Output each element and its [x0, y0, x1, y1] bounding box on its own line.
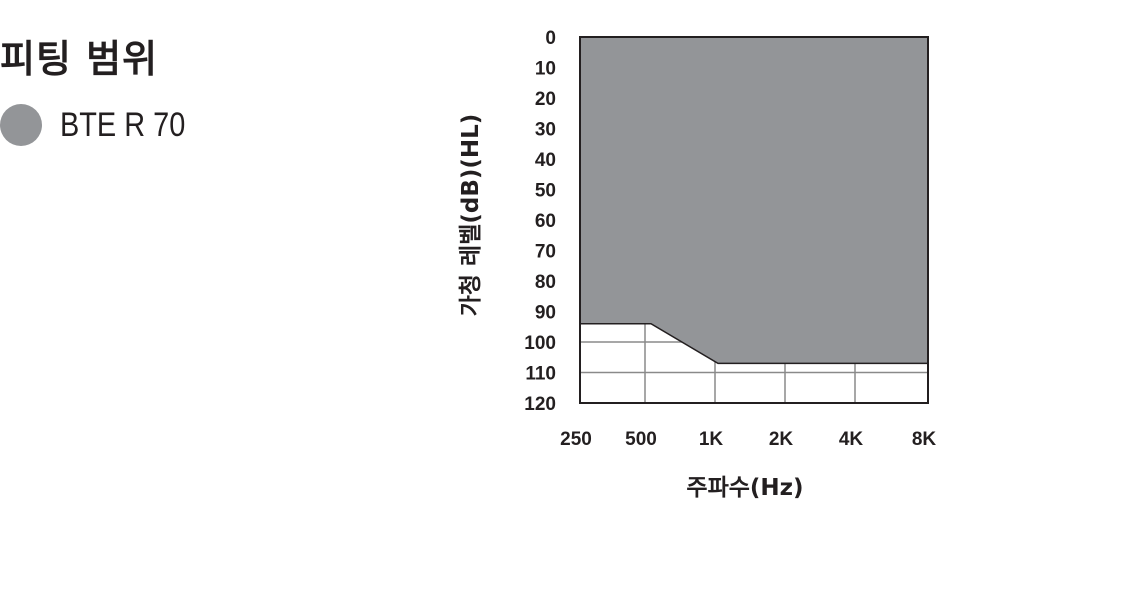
fitting-range-area [579, 36, 929, 365]
y-tick-label: 70 [535, 242, 556, 263]
x-tick-label: 4K [839, 429, 864, 450]
y-tick-label: 40 [535, 150, 556, 171]
x-tick-label: 250 [560, 429, 592, 450]
y-tick-label: 60 [535, 211, 556, 232]
y-tick-label: 30 [535, 120, 556, 141]
legend-item: BTE R 70 [0, 104, 207, 146]
y-tick-label: 0 [545, 28, 556, 49]
x-tick-label: 1K [699, 429, 724, 450]
y-tick-label: 10 [535, 59, 556, 80]
legend-swatch [0, 104, 42, 146]
plot-frame [579, 36, 929, 404]
y-tick-label: 50 [535, 181, 556, 202]
y-tick-label: 90 [535, 303, 556, 324]
y-tick-label: 100 [524, 333, 556, 354]
y-tick-label: 120 [524, 394, 556, 415]
x-tick-label: 2K [769, 429, 794, 450]
y-tick-label: 20 [535, 89, 556, 110]
x-tick-label: 500 [625, 429, 657, 450]
y-axis-label: 가청 레벨(dB)(HL) [458, 114, 484, 317]
y-tick-label: 80 [535, 272, 556, 293]
x-axis-label: 주파수(Hz) [686, 475, 803, 501]
legend-label: BTE R 70 [60, 105, 186, 144]
y-tick-label: 110 [525, 364, 556, 385]
x-tick-label: 8K [912, 429, 937, 450]
legend-title: 피팅 범위 [0, 37, 159, 81]
